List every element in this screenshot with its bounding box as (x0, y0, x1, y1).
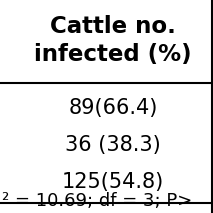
Text: ² = 10.69; df = 3; P>: ² = 10.69; df = 3; P> (2, 192, 192, 210)
Text: 36 (38.3): 36 (38.3) (65, 135, 161, 155)
Text: 89(66.4): 89(66.4) (68, 98, 158, 118)
Text: 125(54.8): 125(54.8) (62, 172, 164, 192)
Text: Cattle no.
infected (%): Cattle no. infected (%) (34, 15, 192, 66)
